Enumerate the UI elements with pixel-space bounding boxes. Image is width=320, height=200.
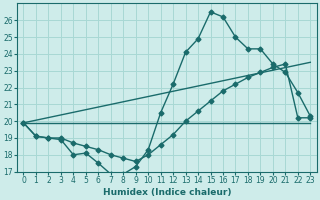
X-axis label: Humidex (Indice chaleur): Humidex (Indice chaleur) xyxy=(103,188,231,197)
